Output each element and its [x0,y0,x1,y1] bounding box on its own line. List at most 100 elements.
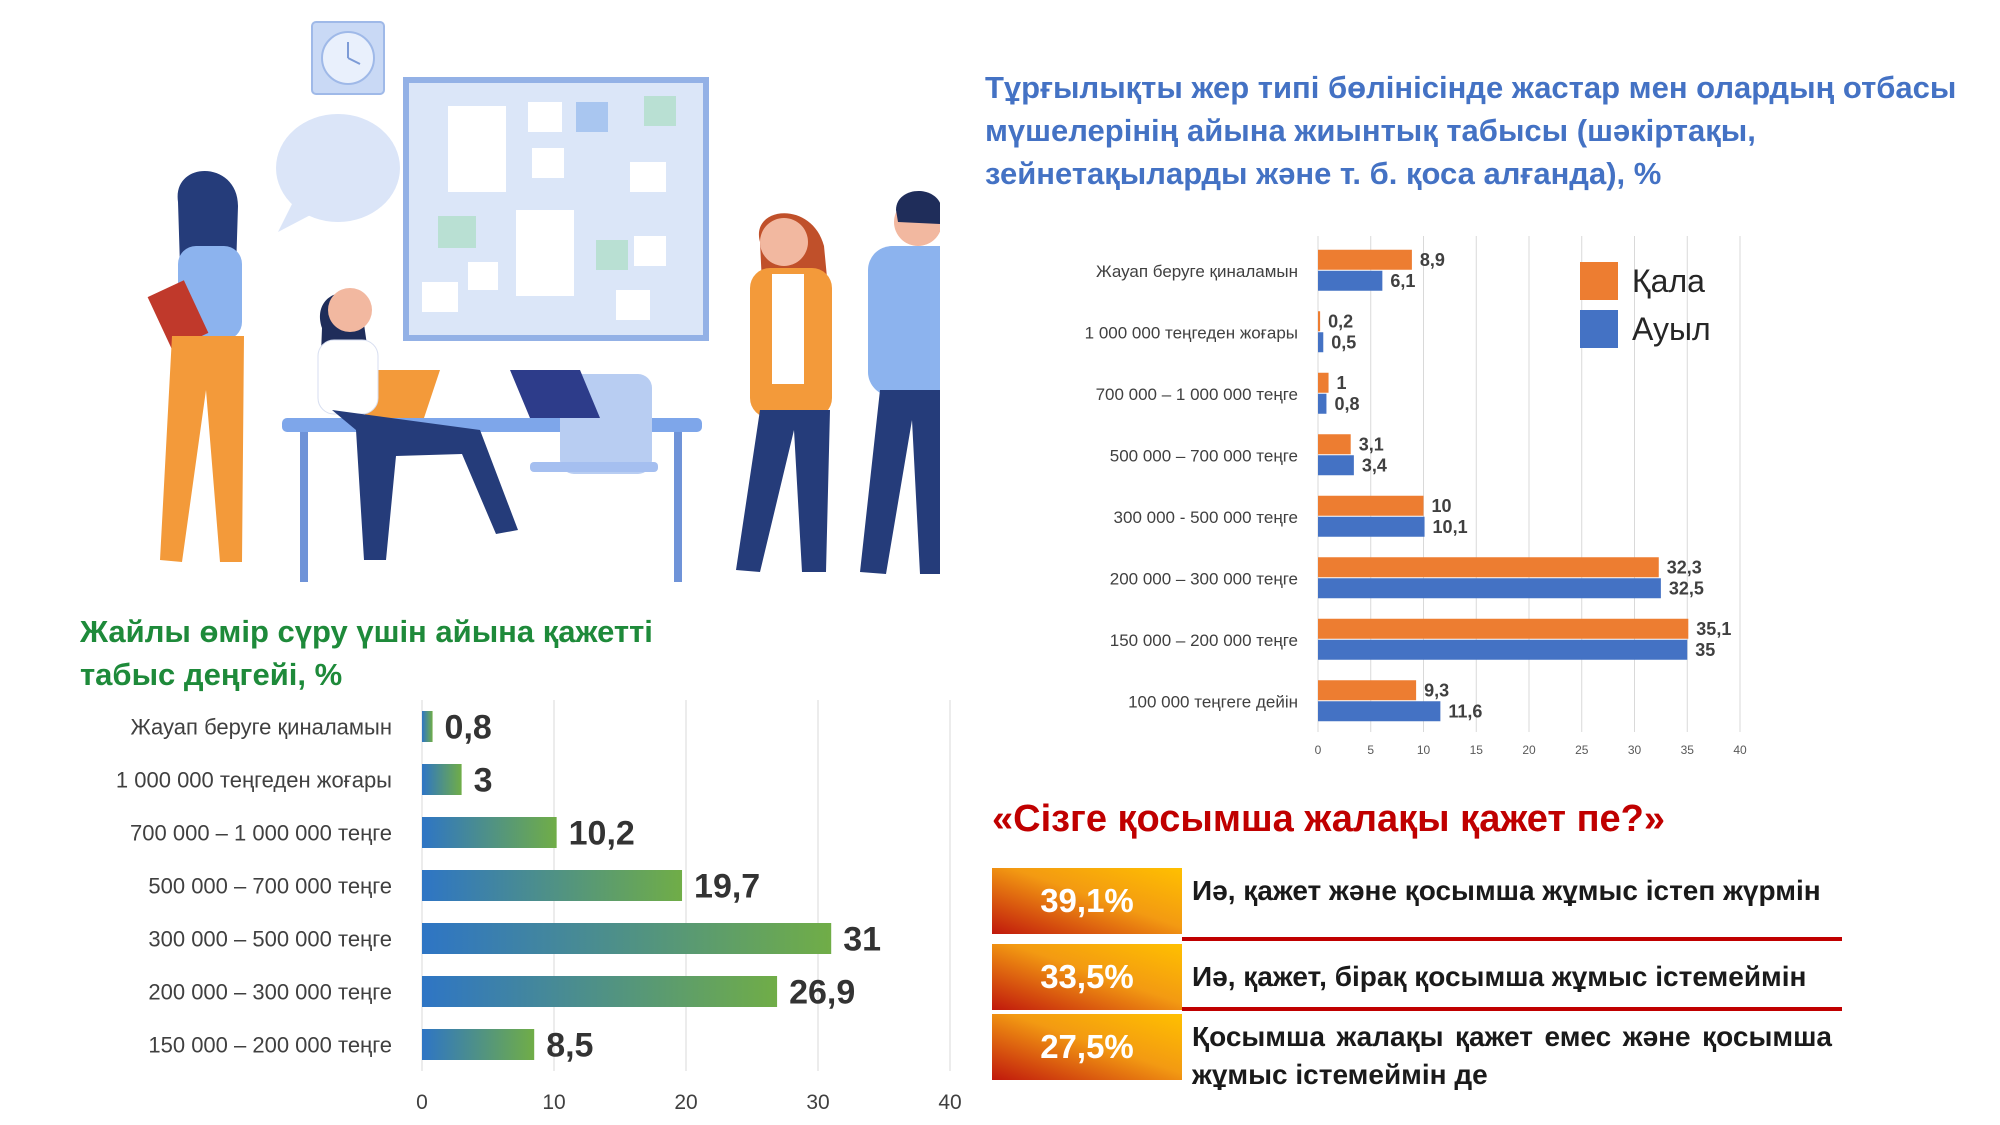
right-chart-title: Тұрғылықты жер типі бөлінісінде жастар м… [985,70,1957,191]
x-tick-label: 0 [1315,743,1322,757]
bar [422,817,557,848]
left-chart-title: Жайлы өмір сүру үшін айына қажетті табыс… [80,614,653,692]
left-bar-chart: 0 10 20 30 40 Жауап беруге қиналамын 0,8 1 000 … [116,700,962,1114]
answer-text: Иә, қажет және қосымша жұмыс істеп жүрмі… [1192,875,1821,906]
right-bar-chart: 0 5 10 15 20 25 30 35 40 Жауап беруге қиналамын 8,… [1085,236,1747,757]
x-tick-label: 10 [1417,743,1431,757]
bar [1318,578,1661,599]
question-title: «Сізге қосымша жалақы қажет пе?» [992,798,1665,840]
data-label: 0,8 [1334,394,1359,414]
bar [1318,557,1659,578]
data-label: 19,7 [694,868,760,906]
category-label: 700 000 – 1 000 000 теңге [1096,385,1298,404]
bar [1318,311,1321,332]
data-label: 8,5 [546,1027,593,1065]
data-label: 26,9 [789,974,855,1012]
data-label: 8,9 [1420,250,1445,270]
data-label: 3,1 [1359,434,1384,454]
data-label: 6,1 [1390,271,1415,291]
x-tick-label: 30 [1628,743,1642,757]
data-label: 35 [1695,640,1715,660]
data-label: 32,3 [1667,557,1702,577]
answer-percent: 33,5% [992,944,1182,1010]
category-label: 100 000 теңгеге дейін [1128,692,1298,711]
bar [1318,701,1441,722]
answer-text: Иә, қажет, бірақ қосымша жұмыс істемеймі… [1192,961,1807,992]
category-label: Жауап беруге қиналамын [1096,262,1298,281]
category-label: 300 000 – 500 000 теңге [148,927,392,952]
data-label: 0,5 [1331,332,1356,352]
category-label: 1 000 000 теңгеден жоғары [1085,323,1298,342]
x-tick-label: 15 [1470,743,1484,757]
category-label: 150 000 – 200 000 теңге [1110,631,1298,650]
x-tick-label: 10 [542,1091,565,1114]
data-label: 31 [843,921,881,959]
bar [1318,618,1689,639]
category-label: 700 000 – 1 000 000 теңге [130,821,392,846]
board [403,77,709,341]
x-tick-label: 40 [1733,743,1747,757]
legend-label: Ауыл [1632,311,1711,347]
bar [1318,270,1383,291]
bar [422,870,683,901]
bar [1318,249,1412,270]
x-tick-label: 20 [1522,743,1536,757]
legend-swatch [1580,262,1618,300]
person-sitting [317,288,518,560]
data-label: 10 [1432,496,1452,516]
category-label: 500 000 – 700 000 теңге [148,874,392,899]
x-tick-label: 20 [674,1091,697,1114]
bar [1318,393,1327,414]
category-label: 500 000 – 700 000 теңге [1110,446,1298,465]
answer-divider [1182,1007,1842,1011]
legend-swatch [1580,310,1618,348]
answer-row: 27,5% Қосымша жалақы қажет емес және қос… [992,1014,1850,1090]
category-label: 300 000 - 500 000 теңге [1114,508,1298,527]
person-standing-man [860,191,940,574]
bar [422,764,462,795]
speech-bubble-icon [276,114,400,232]
legend-label: Қала [1632,263,1705,299]
category-label: 200 000 – 300 000 теңге [148,980,392,1005]
data-label: 1 [1337,373,1347,393]
bar [1318,680,1417,701]
data-label: 11,6 [1448,701,1482,721]
category-label: 1 000 000 теңгеден жоғары [116,768,392,793]
x-tick-label: 0 [416,1091,428,1114]
person-left [147,170,244,562]
x-tick-label: 30 [806,1091,829,1114]
bar [422,1029,535,1060]
answer-divider [1182,937,1842,941]
bar [422,976,778,1007]
category-label: Жауап беруге қиналамын [131,715,393,740]
bar [1318,372,1329,393]
data-label: 35,1 [1696,619,1731,639]
bar [1318,332,1324,353]
data-label: 0,8 [445,709,492,747]
data-label: 3 [474,762,493,800]
office-illustration [147,21,940,582]
answer-percent: 39,1% [992,868,1182,934]
clock-icon [311,21,385,95]
x-tick-label: 35 [1681,743,1695,757]
x-tick-label: 25 [1575,743,1589,757]
data-label: 10,1 [1433,517,1468,537]
bar [422,711,433,742]
data-label: 10,2 [569,815,635,853]
answer-percent: 27,5% [992,1014,1182,1080]
bar [1318,495,1424,516]
answer-text: Қосымша жалақы қажет емес және қосымша ж… [1192,1021,1832,1090]
bar [1318,434,1351,455]
data-label: 3,4 [1362,455,1387,475]
category-label: 200 000 – 300 000 теңге [1110,569,1298,588]
x-tick-label: 5 [1367,743,1374,757]
data-label: 9,3 [1424,680,1449,700]
bar [422,923,832,954]
answer-row: 39,1% Иә, қажет және қосымша жұмыс істеп… [992,868,1850,934]
category-label: 150 000 – 200 000 теңге [148,1033,392,1058]
person-standing-orange [736,213,832,572]
x-tick-label: 40 [938,1091,961,1114]
data-label: 0,2 [1328,311,1353,331]
bar [1318,516,1425,537]
bar [1318,639,1688,660]
